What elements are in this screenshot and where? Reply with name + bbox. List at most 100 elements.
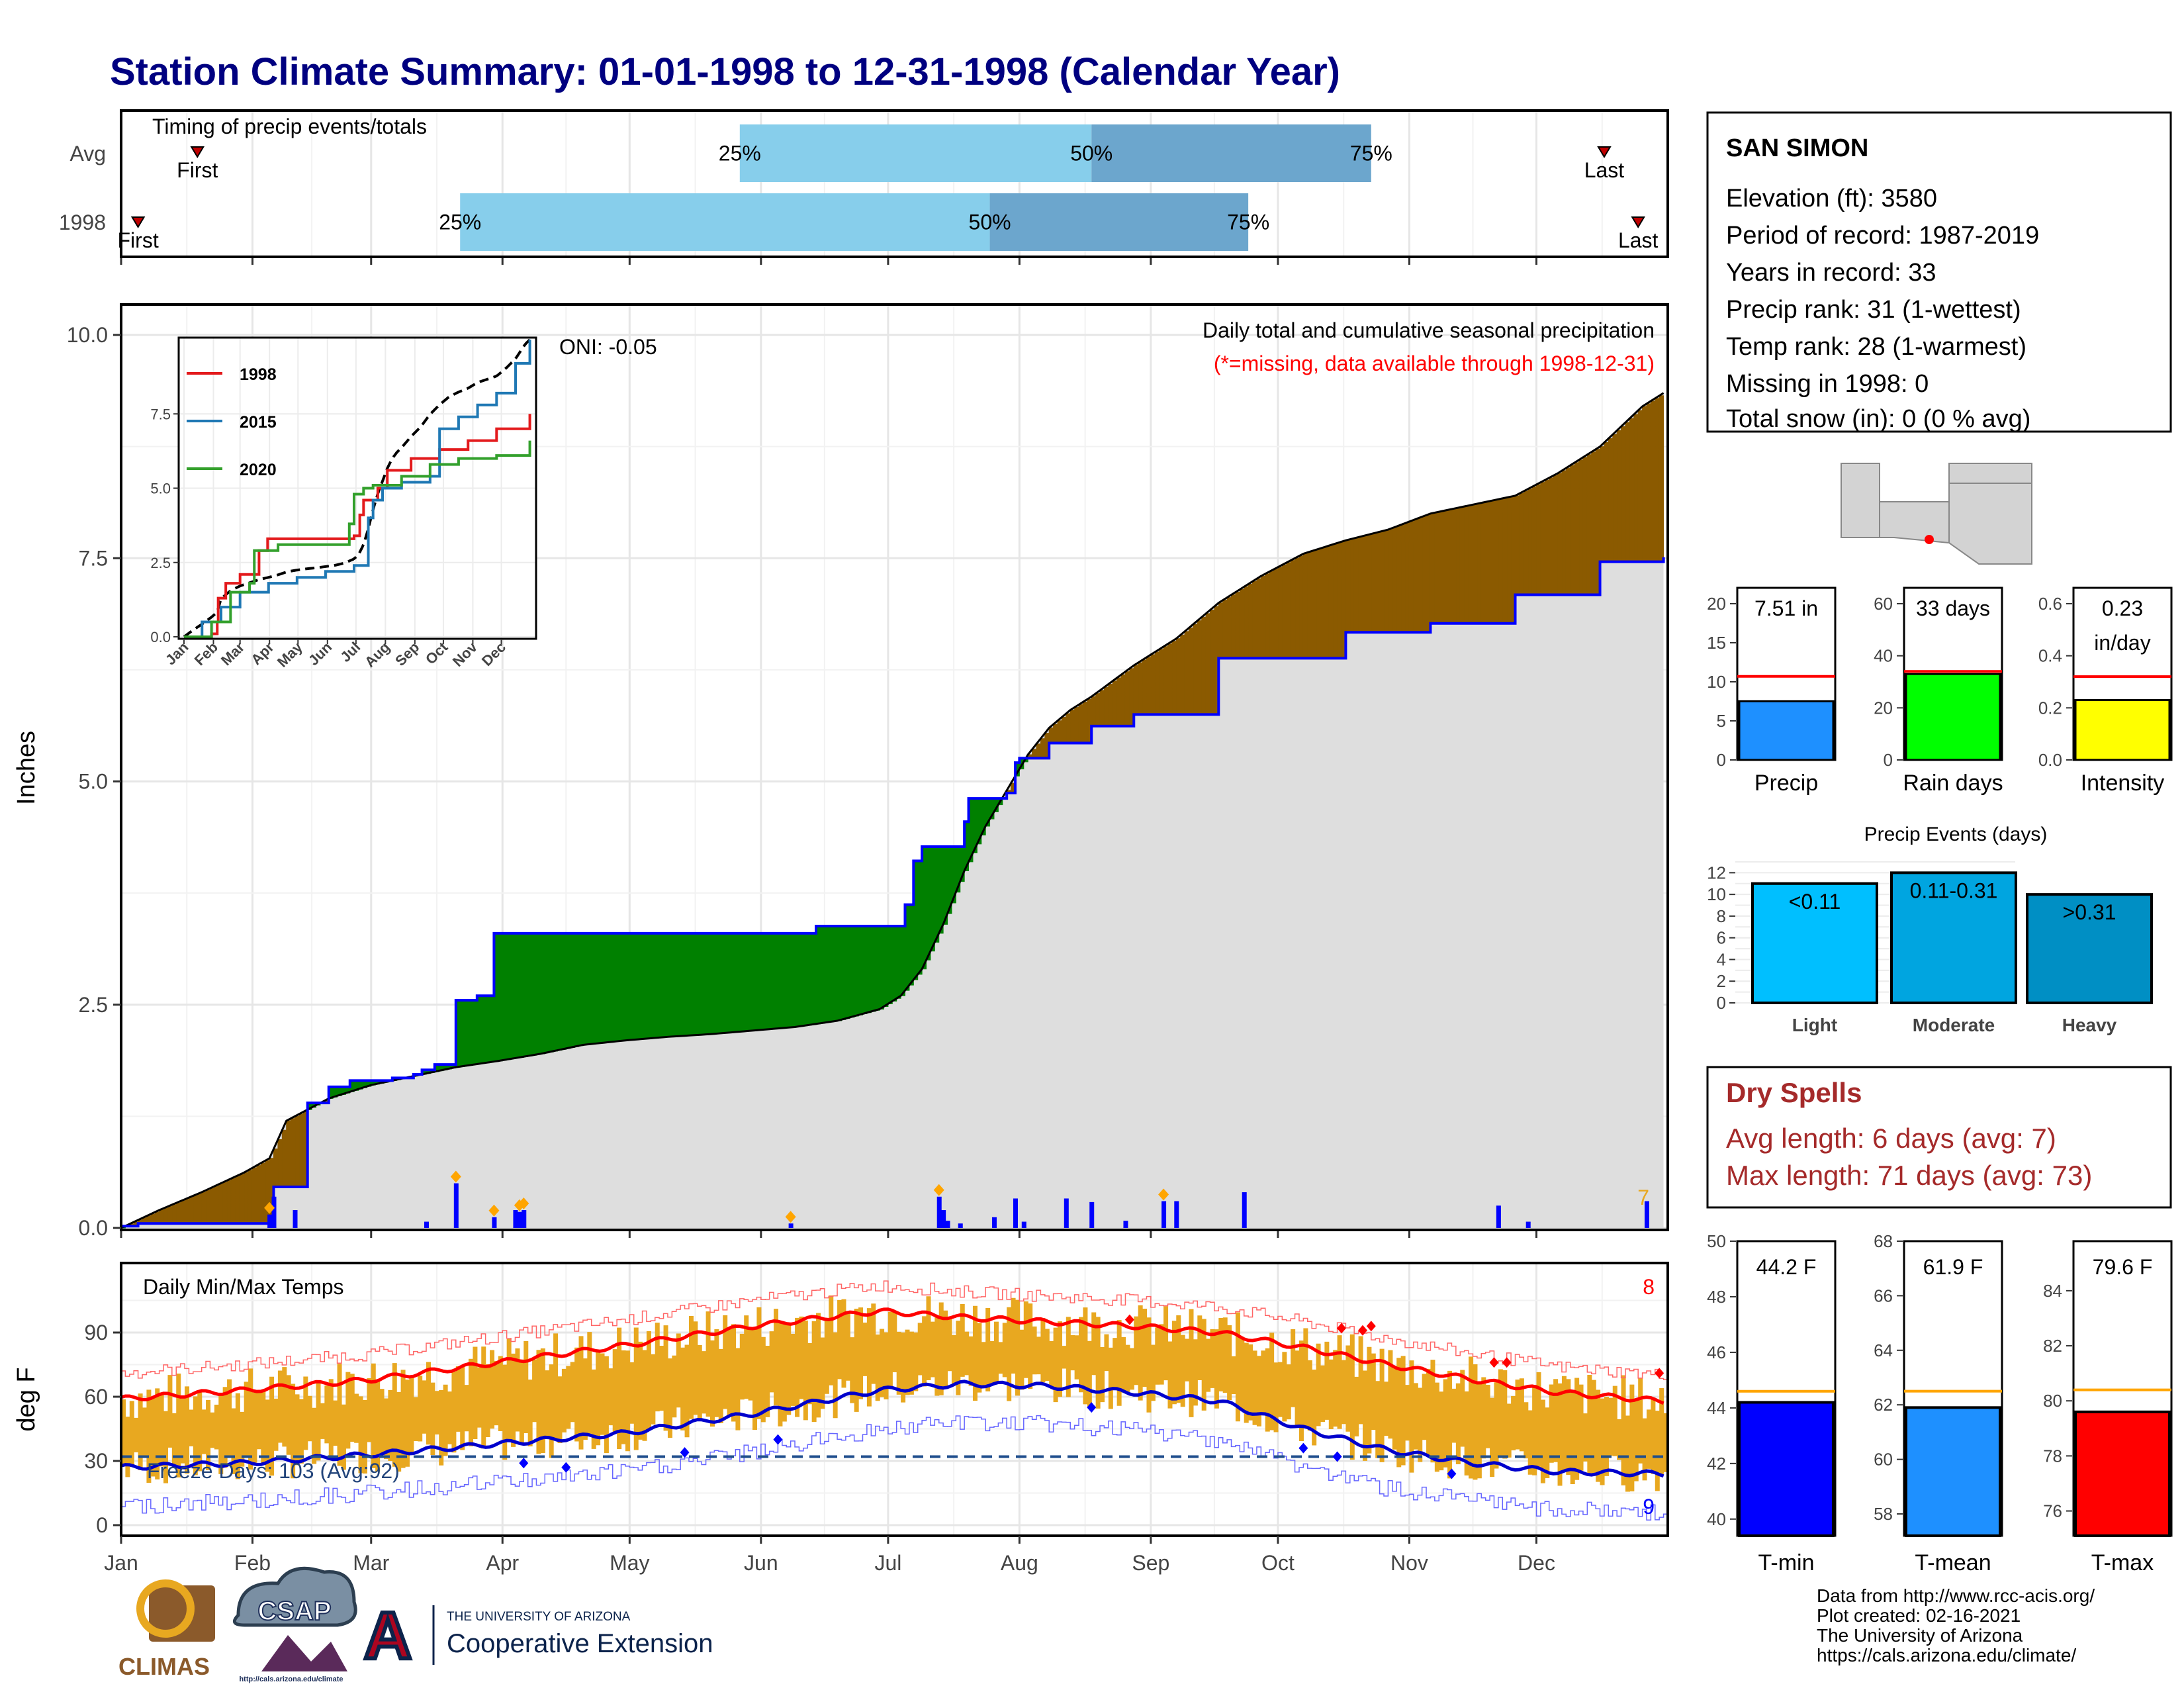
record-high-marker	[1655, 1368, 1664, 1379]
ua-line2: Cooperative Extension	[447, 1629, 713, 1658]
timing-75-label: 75%	[1350, 142, 1392, 165]
mini-rain_days-label: Rain days	[1903, 771, 2003, 796]
station-frame	[1706, 111, 2172, 433]
daily-precip-bar	[1013, 1198, 1018, 1228]
credit-url: https://cals.arizona.edu/climate/	[1817, 1645, 2076, 1665]
daily-precip-bar	[941, 1210, 946, 1228]
last-label: Last	[1618, 228, 1659, 252]
legend-2015-label: 2015	[240, 413, 277, 432]
freeze-days: Freeze Days: 103 (Avg:92)	[147, 1459, 400, 1483]
normal-min-line	[121, 1380, 1664, 1478]
ua-logo: A THE UNIVERSITY OF ARIZONA Cooperative …	[362, 1597, 713, 1675]
timing-bar-q2q3	[989, 193, 1249, 251]
mini-tick-label: 15	[1707, 633, 1726, 653]
y-tick-label: 10.0	[67, 323, 108, 347]
daily-precip-bar	[492, 1217, 497, 1228]
daily-precip-bar	[267, 1214, 273, 1228]
record-low-marker	[1087, 1402, 1097, 1413]
station-snow: Total snow (in): 0 (0 % avg)	[1726, 405, 2030, 433]
y-tick-label: 5.0	[79, 770, 108, 794]
dry-spells-avg: Avg length: 6 days (avg: 7)	[1726, 1123, 2056, 1154]
mini-intensity-value: 0.23	[2102, 596, 2143, 620]
events-tick-label: 12	[1707, 863, 1726, 882]
daily-precip-bar	[522, 1210, 527, 1228]
temp-bar-tick-label: 76	[2043, 1501, 2062, 1521]
temp-bar-tick-label: 44	[1707, 1398, 1726, 1418]
record-high-marker	[1489, 1357, 1499, 1368]
mini-bar-charts: 7.51 in 0 5 10 15 20 Precip 33 days 0 20 40 60 Rain …	[1707, 586, 2173, 796]
temp-bar-tick-label: 58	[1874, 1504, 1893, 1524]
inset-grid	[179, 338, 536, 639]
station-missing: Missing in 1998: 0	[1726, 370, 1929, 398]
daily-precip-bar	[293, 1210, 298, 1228]
dry-spells-title: Dry Spells	[1726, 1077, 1862, 1108]
timing-bar-q2q3	[1091, 124, 1371, 182]
precip-areas	[121, 392, 1665, 1229]
record-low-marker	[1332, 1451, 1342, 1462]
climas-sun-ring	[136, 1579, 195, 1638]
temp-panel: 0 30 60 90 Jan Feb Mar Apr May Jun Jul Aug Sep Oct No…	[13, 1262, 1669, 1575]
temp-content	[121, 1280, 1668, 1521]
temp-bar-tick-label: 50	[1707, 1231, 1726, 1251]
oni-label: ONI: -0.05	[559, 335, 657, 359]
daily-precip-bar	[1064, 1198, 1069, 1228]
record-high-marker	[1502, 1357, 1512, 1368]
precip-y-axis: 0.0 2.5 5.0 7.5 10.0	[67, 323, 121, 1240]
precip-y-label: Inches	[13, 731, 40, 805]
precip-daily-bars	[264, 1170, 1649, 1228]
tmean-bar	[1905, 1406, 2001, 1537]
temp-bar-tick-label: 60	[1874, 1450, 1893, 1470]
mini-intensity-value: in/day	[2094, 631, 2150, 655]
y-tick-label: 2.5	[79, 993, 108, 1017]
precip-frame	[120, 303, 1669, 1231]
map-borders	[1879, 483, 2032, 543]
map-region	[1841, 463, 2032, 565]
csap-text: CSAP	[257, 1597, 331, 1626]
station-temp-rank: Temp rank: 28 (1-warmest)	[1726, 333, 2026, 361]
month-label: Aug	[1001, 1551, 1038, 1575]
station-name: SAN SIMON	[1726, 134, 1868, 162]
timing-50-label: 50%	[969, 211, 1011, 234]
inset-y-label: 0.0	[150, 629, 171, 645]
temp-bar-tick-label: 40	[1707, 1509, 1726, 1529]
timing-50-label: 50%	[1070, 142, 1113, 165]
tmax-value: 79.6 F	[2093, 1255, 2153, 1279]
events-bin-label: 0.11-0.31	[1910, 878, 1998, 902]
record-low-marker	[561, 1462, 571, 1473]
month-label: Jun	[744, 1551, 778, 1575]
tmin-bar	[1738, 1401, 1835, 1537]
mini-tick-label: 0	[1717, 750, 1726, 770]
temp-bar-tick-label: 48	[1707, 1287, 1726, 1307]
daily-temp-range-bars	[121, 1295, 1668, 1492]
credits: Data from http://www.rcc-acis.org/ Plot …	[1817, 1585, 2095, 1665]
record-high-line	[121, 1280, 1668, 1381]
month-label: Jul	[874, 1551, 901, 1575]
precip-events-title: Precip Events (days)	[1864, 823, 2048, 845]
month-label: Apr	[486, 1551, 519, 1575]
temp-y-axis: 0 30 60 90	[84, 1321, 121, 1537]
mini-tick-label: 40	[1874, 646, 1893, 666]
climas-logo: CLIMAS	[118, 1579, 215, 1680]
daily-precip-bar	[936, 1196, 942, 1228]
daily-precip-bar	[788, 1223, 794, 1228]
normal-line	[121, 392, 1664, 1229]
inset-2020-line	[184, 440, 531, 638]
dry-spells-max: Max length: 71 days (avg: 73)	[1726, 1160, 2092, 1191]
precip-annotation: Daily total and cumulative seasonal prec…	[1203, 318, 1655, 342]
mini-tick-label: 10	[1707, 672, 1726, 692]
mini-tick-label: 20	[1707, 594, 1726, 614]
mini-tick-label: 20	[1874, 698, 1893, 718]
record-low-marker	[1447, 1468, 1457, 1479]
temp-bar-charts: 44.2 F 40 42 44 46 48 50 T-min 61.9 F 58 60 62 64 66 6…	[1707, 1231, 2173, 1575]
record-high-marker	[1124, 1314, 1134, 1325]
temp-y-label: deg F	[13, 1367, 40, 1431]
event-marker	[450, 1170, 461, 1183]
daily-precip-bar	[424, 1221, 429, 1228]
temp-bar-tick-label: 66	[1874, 1286, 1893, 1305]
mini-intensity-label: Intensity	[2081, 771, 2165, 796]
precip-events-chart: Precip Events (days) <0.11 Light 0.11-0.31…	[1707, 823, 2153, 1035]
daily-precip-bar	[453, 1183, 459, 1228]
daily-precip-bar	[513, 1210, 518, 1228]
temp-bar-tick-label: 80	[2043, 1391, 2062, 1411]
events-bin-label: >0.31	[2063, 900, 2116, 924]
